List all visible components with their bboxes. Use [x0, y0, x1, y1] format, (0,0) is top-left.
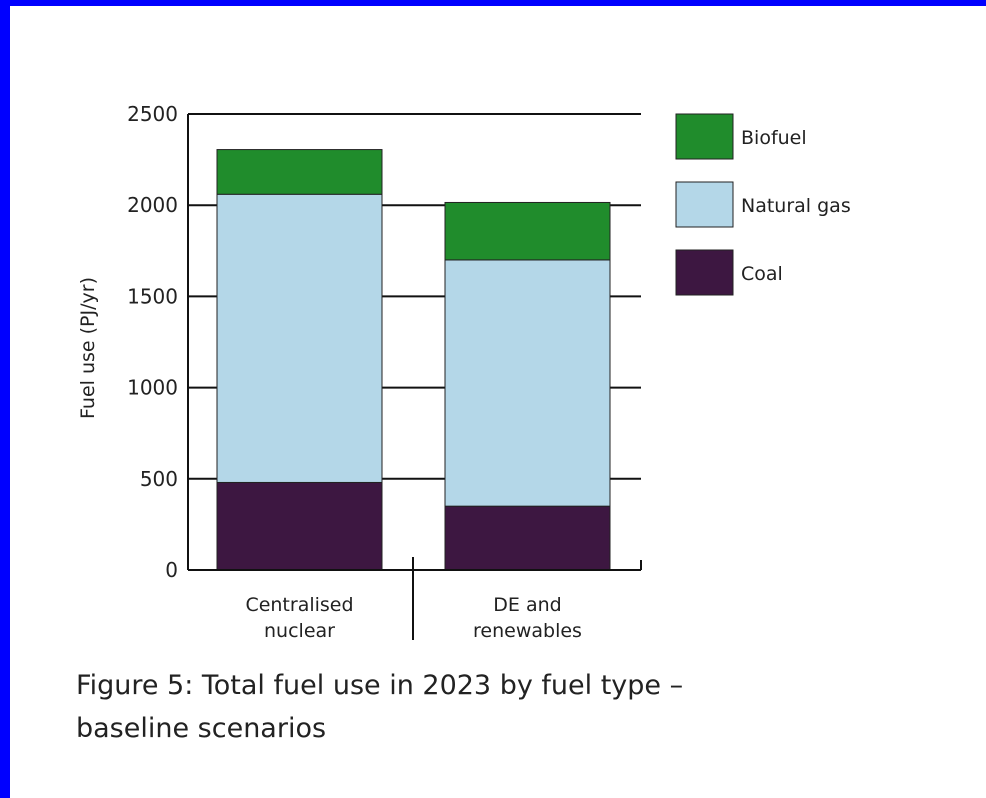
legend-label-natural-gas: Natural gas	[741, 195, 851, 217]
bar-coal-1	[444, 505, 611, 571]
y-tick-label-2000: 2000	[127, 193, 178, 217]
y-axis-title: Fuel use (PJ/yr)	[77, 277, 99, 419]
figure-caption: Figure 5: Total fuel use in 2023 by fuel…	[76, 670, 684, 744]
legend: Biofuel Natural gas Coal	[675, 113, 851, 296]
y-tick-label-1500: 1500	[127, 284, 178, 308]
y-tick-label-2500: 2500	[127, 102, 178, 126]
y-tick-label-500: 500	[140, 467, 178, 491]
stacked-bar-chart: 0 500 1000 1500 2000 2500 Centralised nuclear D…	[77, 102, 851, 642]
legend-swatch-natural-gas	[675, 181, 734, 228]
category-label-0-0: Centralised	[245, 594, 353, 616]
y-tick-labels: 0 500 1000 1500 2000 2500	[127, 102, 178, 582]
axes	[187, 114, 642, 640]
bar-natural-gas-0	[216, 193, 383, 483]
frame-left-border	[0, 0, 10, 798]
legend-swatch-biofuel	[675, 113, 734, 160]
bars	[216, 149, 611, 571]
category-label-1-0: DE and	[493, 594, 561, 616]
y-tick-label-0: 0	[165, 558, 178, 582]
legend-label-biofuel: Biofuel	[741, 127, 807, 149]
bar-biofuel-1	[444, 201, 611, 261]
frame-top-border	[0, 0, 986, 6]
y-tick-label-1000: 1000	[127, 376, 178, 400]
legend-label-coal: Coal	[741, 263, 783, 285]
bar-natural-gas-1	[444, 259, 611, 507]
category-labels: Centralised nuclear DE and renewables	[245, 594, 582, 642]
category-label-1-1: renewables	[473, 620, 582, 642]
bar-biofuel-0	[216, 149, 383, 195]
bar-coal-0	[216, 481, 383, 571]
legend-swatch-coal	[675, 249, 734, 296]
category-label-0-1: nuclear	[264, 620, 335, 642]
